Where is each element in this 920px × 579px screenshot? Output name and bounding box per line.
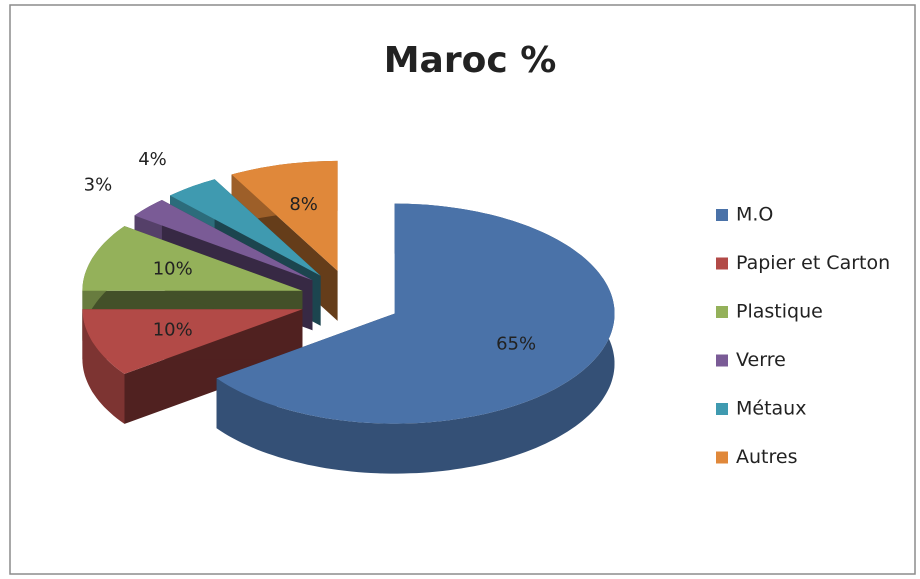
legend-swatch — [716, 354, 728, 367]
legend-label: Papier et Carton — [736, 252, 890, 274]
slice — [216, 203, 615, 424]
slice — [82, 309, 303, 374]
slice — [170, 179, 321, 276]
slice — [134, 200, 313, 281]
legend-label: M.O — [736, 204, 773, 226]
data-label: 10% — [153, 319, 193, 340]
legend-swatch — [716, 306, 728, 318]
legend-swatch — [716, 209, 728, 221]
legend-swatch — [716, 451, 728, 464]
legend-label: Verre — [736, 349, 786, 371]
data-label: 65% — [496, 334, 536, 355]
data-label: 3% — [84, 175, 113, 196]
legend-label: Autres — [736, 446, 797, 468]
data-label: 8% — [289, 194, 318, 215]
data-label: 10% — [153, 259, 193, 280]
chart-title: Maroc % — [384, 40, 557, 81]
legend-label: Métaux — [736, 398, 806, 420]
slice — [231, 160, 338, 271]
slice — [82, 226, 303, 291]
data-label: 4% — [138, 149, 167, 170]
legend-swatch — [716, 257, 728, 270]
legend-label: Plastique — [736, 301, 823, 323]
slice-wall — [82, 309, 125, 424]
legend-swatch — [716, 403, 728, 415]
